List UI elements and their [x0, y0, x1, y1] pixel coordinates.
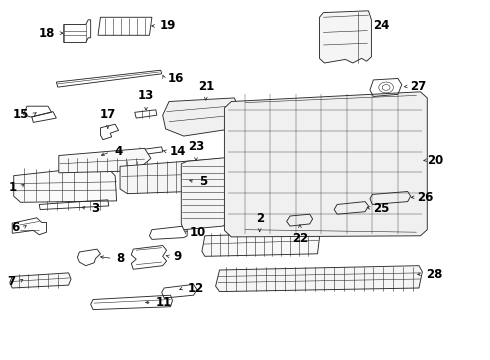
Text: 4: 4 [114, 145, 122, 158]
Text: 21: 21 [197, 80, 214, 93]
Text: 13: 13 [138, 89, 154, 102]
Text: 16: 16 [168, 72, 184, 85]
Polygon shape [59, 148, 151, 173]
Text: 12: 12 [188, 282, 204, 294]
Text: 17: 17 [99, 108, 116, 121]
Text: 6: 6 [11, 221, 20, 234]
Text: 26: 26 [417, 191, 434, 204]
Text: 8: 8 [117, 252, 125, 265]
Text: 14: 14 [170, 145, 186, 158]
Polygon shape [120, 158, 229, 194]
Polygon shape [163, 98, 238, 136]
Text: 22: 22 [292, 232, 308, 245]
Polygon shape [216, 266, 422, 292]
Text: 10: 10 [190, 226, 206, 239]
Polygon shape [181, 158, 228, 230]
Polygon shape [10, 273, 71, 288]
Text: 18: 18 [39, 27, 55, 40]
Text: 11: 11 [156, 296, 172, 309]
Text: 19: 19 [160, 19, 176, 32]
Text: 23: 23 [188, 140, 204, 153]
Text: 27: 27 [410, 80, 426, 93]
Text: 5: 5 [199, 175, 207, 188]
Text: 3: 3 [91, 202, 99, 215]
Polygon shape [202, 232, 319, 256]
Text: 1: 1 [8, 181, 17, 194]
Text: 2: 2 [256, 212, 264, 225]
Polygon shape [319, 11, 371, 63]
Text: 9: 9 [173, 250, 181, 263]
Polygon shape [224, 92, 427, 237]
Polygon shape [14, 166, 117, 202]
Text: 15: 15 [13, 108, 29, 121]
Text: 25: 25 [373, 202, 390, 215]
Text: 24: 24 [373, 19, 390, 32]
Text: 20: 20 [427, 154, 443, 167]
Text: 28: 28 [426, 268, 442, 281]
Text: 7: 7 [7, 275, 16, 288]
